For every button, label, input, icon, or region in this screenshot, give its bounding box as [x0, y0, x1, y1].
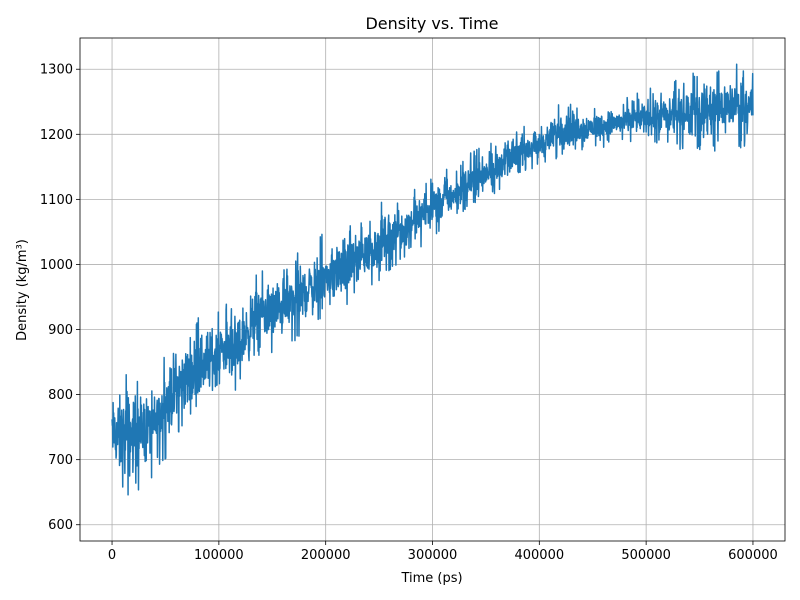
y-tick-label: 900 — [48, 323, 73, 338]
x-axis-label: Time (ps) — [400, 571, 462, 586]
x-tick-label: 600000 — [728, 548, 778, 563]
x-tick-label: 100000 — [194, 548, 244, 563]
x-tick-label: 500000 — [621, 548, 671, 563]
y-axis-label: Density (kg/m³) — [15, 239, 30, 341]
y-tick-label: 1000 — [40, 258, 73, 273]
x-tick-label: 300000 — [408, 548, 458, 563]
y-tick-label: 700 — [48, 453, 73, 468]
x-axis: 0 100000 200000 300000 400000 500000 600000 — [108, 541, 778, 563]
y-tick-label: 1300 — [40, 63, 73, 78]
x-tick-label: 200000 — [301, 548, 351, 563]
plot-area — [111, 63, 754, 496]
y-tick-label: 800 — [48, 388, 73, 403]
x-tick-label: 0 — [108, 548, 116, 563]
y-tick-label: 600 — [48, 518, 73, 533]
density-series-line — [111, 63, 754, 496]
y-tick-label: 1200 — [40, 128, 73, 143]
y-axis: 600 700 800 900 1000 1100 1200 1300 — [40, 63, 80, 533]
y-tick-label: 1100 — [40, 193, 73, 208]
chart-title: Density vs. Time — [365, 14, 498, 33]
x-tick-label: 400000 — [514, 548, 564, 563]
